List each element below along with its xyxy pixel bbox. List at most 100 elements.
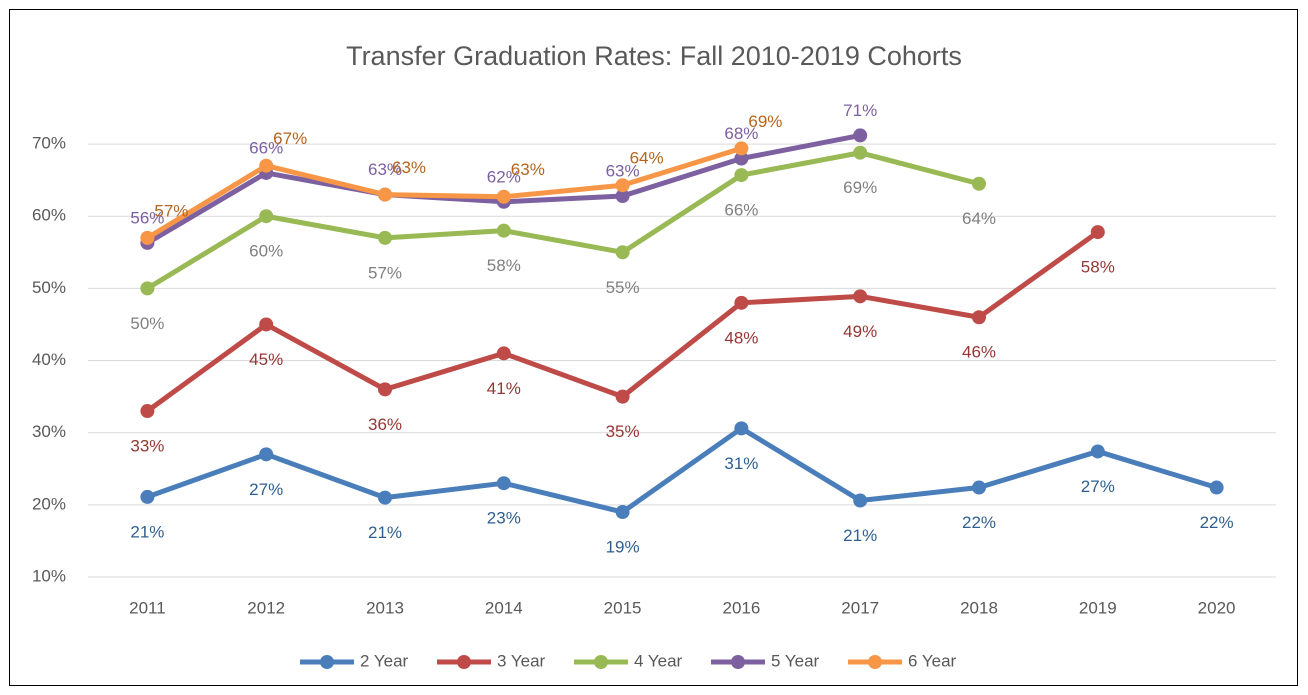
- data-label: 69%: [843, 178, 877, 197]
- data-label: 45%: [249, 350, 283, 369]
- data-label: 66%: [724, 201, 758, 220]
- series-line: [144, 425, 1220, 515]
- data-label: 21%: [368, 523, 402, 542]
- data-label: 60%: [249, 242, 283, 261]
- data-label: 23%: [487, 509, 521, 528]
- data-label: 67%: [273, 129, 307, 148]
- data-label: 35%: [606, 422, 640, 441]
- data-label: 56%: [130, 208, 164, 227]
- data-point: [734, 151, 749, 166]
- legend-marker: [868, 655, 882, 669]
- x-tick-label: 2019: [1079, 598, 1117, 617]
- legend-label: 5 Year: [771, 651, 820, 670]
- data-point: [615, 389, 630, 404]
- data-point: [259, 447, 274, 462]
- data-label: 46%: [962, 343, 996, 362]
- data-label: 22%: [962, 513, 996, 532]
- legend-marker: [594, 655, 608, 669]
- data-point: [853, 493, 868, 508]
- data-label: 63%: [606, 162, 640, 181]
- chart-title: Transfer Graduation Rates: Fall 2010-201…: [346, 41, 962, 71]
- data-point: [734, 295, 749, 310]
- data-label: 55%: [606, 278, 640, 297]
- data-label: 57%: [368, 263, 402, 282]
- y-tick-label: 50%: [32, 278, 66, 297]
- data-point: [615, 178, 630, 193]
- data-label: 27%: [249, 480, 283, 499]
- data-label: 66%: [249, 138, 283, 157]
- data-label: 58%: [487, 256, 521, 275]
- data-point: [378, 490, 392, 505]
- data-point: [140, 489, 155, 504]
- data-point: [734, 141, 749, 156]
- data-point: [853, 289, 868, 304]
- data-point: [853, 128, 868, 143]
- data-point: [140, 404, 155, 419]
- y-tick-label: 10%: [32, 566, 66, 585]
- data-label: 22%: [1200, 513, 1234, 532]
- data-label: 41%: [487, 379, 521, 398]
- series-line: [144, 150, 982, 291]
- legend-label: 3 Year: [497, 651, 546, 670]
- data-point: [259, 317, 274, 332]
- data-point: [496, 346, 511, 361]
- data-point: [1090, 225, 1105, 240]
- legend-marker: [731, 655, 745, 669]
- y-tick-label: 70%: [32, 134, 66, 153]
- data-point: [1209, 480, 1224, 495]
- data-point: [140, 281, 155, 296]
- x-tick-label: 2016: [722, 598, 760, 617]
- x-tick-label: 2017: [841, 598, 879, 617]
- data-label: 58%: [1081, 258, 1115, 277]
- data-point: [259, 158, 274, 173]
- legend-label: 6 Year: [908, 651, 957, 670]
- data-label: 69%: [748, 112, 782, 131]
- data-point: [615, 245, 630, 260]
- data-point: [734, 168, 749, 183]
- x-tick-label: 2013: [366, 598, 404, 617]
- x-tick-label: 2012: [247, 598, 285, 617]
- data-label: 36%: [368, 415, 402, 434]
- data-point: [1090, 444, 1105, 459]
- data-point: [615, 189, 630, 204]
- data-point: [378, 187, 392, 202]
- data-point: [972, 176, 986, 191]
- y-tick-label: 40%: [32, 350, 66, 369]
- data-point: [140, 230, 155, 245]
- data-label: 71%: [843, 101, 877, 120]
- x-tick-label: 2015: [604, 598, 642, 617]
- x-tick-label: 2011: [129, 598, 166, 617]
- data-point: [496, 189, 511, 204]
- series-line: [144, 145, 744, 241]
- data-point: [972, 480, 986, 495]
- data-point: [496, 223, 511, 238]
- data-label: 31%: [724, 454, 758, 473]
- data-point: [496, 476, 511, 491]
- data-label: 62%: [487, 167, 521, 186]
- y-tick-label: 60%: [32, 206, 66, 225]
- legend-label: 4 Year: [634, 651, 683, 670]
- data-label: 49%: [843, 322, 877, 341]
- data-label: 21%: [843, 526, 877, 545]
- data-label: 64%: [962, 209, 996, 228]
- legend-label: 2 Year: [360, 651, 409, 670]
- data-label: 63%: [392, 158, 426, 177]
- x-tick-label: 2020: [1198, 598, 1236, 617]
- x-tick-label: 2018: [960, 598, 998, 617]
- data-point: [259, 209, 274, 224]
- legend-marker: [457, 655, 471, 669]
- data-point: [378, 230, 392, 245]
- data-point: [972, 310, 986, 325]
- y-tick-label: 20%: [32, 494, 66, 513]
- data-point: [734, 421, 749, 436]
- data-label: 21%: [130, 522, 164, 541]
- data-label: 33%: [130, 437, 164, 456]
- data-label: 27%: [1081, 477, 1115, 496]
- data-point: [378, 382, 392, 397]
- data-label: 50%: [130, 314, 164, 333]
- data-point: [615, 505, 630, 520]
- data-point: [853, 145, 868, 160]
- chart-border: [9, 9, 1298, 686]
- data-label: 19%: [606, 538, 640, 557]
- data-label: 64%: [630, 149, 664, 168]
